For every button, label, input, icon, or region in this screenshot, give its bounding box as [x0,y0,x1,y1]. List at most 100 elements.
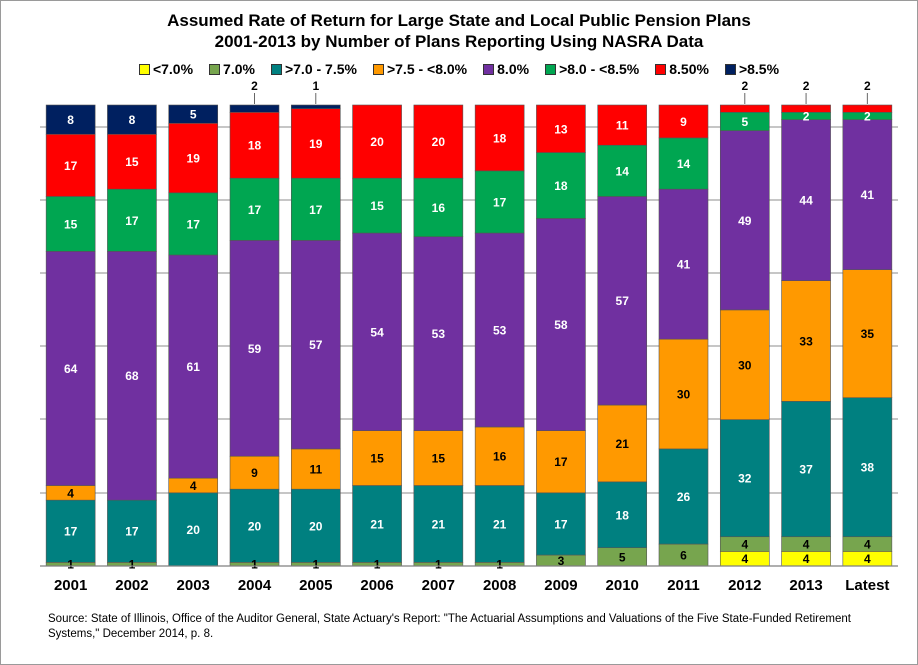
x-tick-label: 2005 [299,577,332,594]
bar-segment-8-5-2004 [229,104,280,113]
x-tick-label: 2001 [54,577,87,594]
segment-value-label: 44 [799,194,813,208]
legend-item-8-5: 8.50% [655,61,709,77]
bar-segment-7-0-7-5-2002 [107,499,157,563]
segment-value-label: 53 [493,324,507,338]
segment-value-label: 13 [554,122,568,136]
bar-segment-8-50-latest [842,104,893,113]
segment-value-label: 16 [493,450,507,464]
bar-segment-8-50-2008 [474,104,525,172]
segment-value-label: 41 [861,188,875,202]
bar-segment-7-5-8-0-2012 [719,309,770,420]
segment-value-label: 64 [64,362,78,376]
legend-swatch [372,63,384,75]
segment-value-label: 15 [370,452,384,466]
bar-segment-7-0-7-5-2010 [597,481,648,549]
bar-segment-8-50-2011 [658,104,709,139]
legend-swatch [209,63,221,75]
chart-title-line-1: Assumed Rate of Return for Large State a… [167,11,751,30]
bar-segment-7-0-7-5-2011 [658,448,709,545]
segment-value-label: 17 [554,517,568,531]
legend-swatch [483,63,495,75]
segment-value-label: 20 [370,135,384,149]
segment-value-label: 17 [248,203,262,217]
bar-segment-8-0-2008 [474,232,525,428]
legend-item-8-0: 8.0% [483,61,529,77]
bar-segment-7-5-8-0-2009 [536,430,586,494]
bar-segment-7-5-8-0-2007 [413,430,464,486]
legend-label: 8.0% [497,61,530,77]
bar-segment-7-5-8-0-2011 [658,338,709,450]
legend-label: >8.0 - <8.5% [559,61,640,77]
segment-value-label: 21 [616,437,630,451]
bar-segment-8-0-8-5-2004 [229,177,280,241]
segment-value-label: 57 [616,294,630,308]
bar-segment-8-50-2012 [719,104,770,113]
legend-label: 8.50% [669,61,709,77]
bar-segment-8-0-2013 [781,119,831,281]
segment-value-label: 20 [309,519,323,533]
segment-value-label: 4 [741,552,748,566]
bar-segment-7-0-7-5-2006 [352,485,402,563]
bar-segment-7-0-7-5-2012 [719,419,770,538]
segment-value-label: 4 [67,486,74,500]
bar-segment-8-50-2009 [536,104,586,153]
bar-segment-8-50-2010 [597,104,648,146]
source-note: Source: State of Illinois, Office of the… [48,613,851,640]
bar-segment-8-50-2007 [413,104,464,179]
segment-value-label: 1 [129,558,136,572]
x-tick-label: Latest [845,577,889,594]
segment-value-label: 16 [432,201,446,215]
segment-value-label: 57 [309,338,323,352]
bar-segment-8-0-2011 [658,188,709,340]
segment-value-label: 8 [129,113,136,127]
bar-segment-8-50-2002 [107,133,157,190]
segment-value-label: 5 [190,108,197,122]
bar-segment-8-0-8-5-2011 [658,137,709,190]
x-tick-label: 2012 [728,577,761,594]
segment-value-label: 35 [861,327,875,341]
x-tick-label: 2002 [115,577,148,594]
segment-value-label: 21 [370,517,384,531]
segment-value-label: 5 [619,550,626,564]
segment-value-label: 26 [677,490,691,504]
legend-label: 7.0% [223,61,255,77]
segment-value-label: 2 [803,109,810,123]
segment-value-label: 17 [187,217,201,231]
bar-segment-7-0-7-5-2005 [290,488,341,563]
bar-segment-8-0-8-5-2003 [168,192,219,256]
chart-title-line-2: 2001-2013 by Number of Plans Reporting U… [214,32,704,51]
bar-segment-8-0-2007 [413,236,464,431]
segment-value-label: 17 [309,203,323,217]
bar-stacks [45,104,893,567]
bar-segment-8-0-latest [842,119,893,270]
segment-value-label: 9 [251,466,258,480]
segment-value-label: 20 [248,519,262,533]
segment-value-label: 49 [738,214,752,228]
chart-legend: <7.0% 7.0% >7.0 - 7.5% >7.5 - <8.0% 8.0%… [0,61,918,77]
bar-segment-8-50-2006 [352,104,402,179]
segment-value-label: 3 [558,554,565,568]
segment-value-label: 41 [677,258,691,272]
segment-value-label: 68 [125,369,139,383]
bar-segment-7-5-8-0-2006 [352,430,402,486]
segment-value-label: 11 [616,119,629,133]
segment-value-label: 4 [803,552,810,566]
segment-value-label: 1 [67,558,74,572]
bar-segment-7-5-8-0-2004 [229,455,280,490]
x-tick-label: 2003 [177,577,210,594]
bar-segment-8-0-2003 [168,254,219,479]
segment-value-label: 11 [309,463,322,477]
bar-segment-7-0-7-5-2013 [781,401,831,538]
segment-value-label: 5 [741,115,748,129]
bar-segment-7-0-7-5-2003 [168,492,219,567]
segment-value-label: 4 [864,552,871,566]
bar-segment-8-0-8-5-2005 [290,177,341,241]
segment-value-label: 19 [187,152,201,166]
segment-value-label: 33 [799,334,813,348]
bar-segment-8-5-2001 [45,104,96,135]
segment-value-label: 4 [803,538,810,552]
bar-segment-8-0-8-5-2007 [413,177,464,238]
segment-value-label: 54 [370,325,384,339]
segment-value-label: 4 [864,538,871,552]
